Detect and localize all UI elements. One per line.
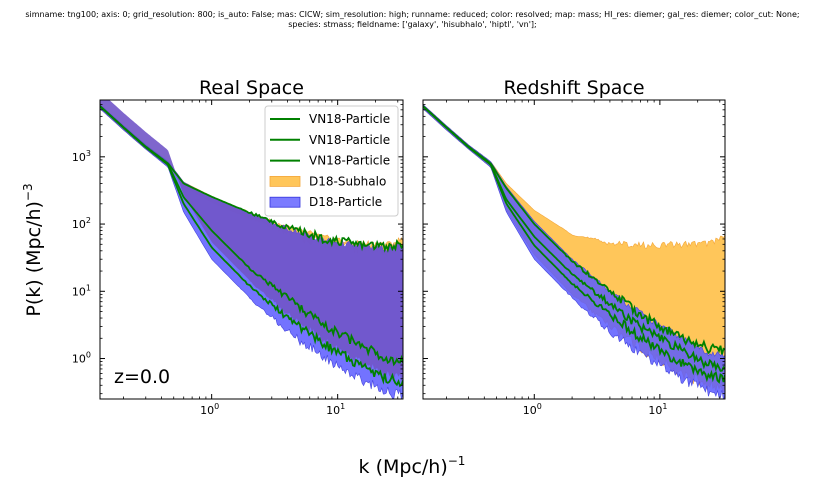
line-vn18-particle-3	[100, 105, 403, 388]
legend-entry-label: VN18-Particle	[309, 112, 390, 126]
axes-frame	[99, 99, 404, 400]
y-tick-exponent: 2	[86, 216, 91, 225]
x-tick-exponent: 1	[662, 402, 667, 411]
x-tick-exponent: 0	[214, 402, 219, 411]
plot-area	[100, 100, 403, 399]
x-tick-exponent: 0	[537, 402, 542, 411]
y-tick-label: 103	[72, 149, 91, 164]
redshift-annotation: z=0.0	[114, 366, 170, 388]
legend-entry-label: VN18-Particle	[309, 154, 390, 168]
plot-area	[423, 104, 725, 399]
y-axis-label-exponent: −3	[21, 183, 35, 201]
panel-title: Redshift Space	[503, 77, 644, 99]
y-tick-label: 102	[72, 216, 91, 231]
figure-header-line-2: species: stmass; fieldname: ['galaxy', '…	[288, 20, 537, 29]
legend-entry-label: D18-Particle	[309, 195, 382, 209]
legend-entry-label: VN18-Particle	[309, 133, 390, 147]
legend-entry-label: D18-Subhalo	[309, 174, 386, 188]
band-overlap	[100, 100, 403, 382]
legend-frame	[264, 105, 399, 217]
y-tick-label: 101	[72, 283, 91, 298]
legend: VN18-Particle VN18-Particle VN18-Particle D…	[264, 105, 399, 217]
legend-patch-swatch	[269, 196, 301, 208]
y-tick-label: 100	[72, 351, 91, 366]
x-tick-label: 101	[648, 402, 667, 417]
y-tick-exponent: 1	[86, 283, 91, 292]
y-tick-exponent: 0	[86, 351, 91, 360]
y-tick-exponent: 3	[86, 149, 91, 158]
line-vn18-particle-3	[423, 105, 725, 384]
x-axis-label-exponent: −1	[448, 454, 466, 468]
x-tick-exponent: 1	[340, 402, 345, 411]
panel-redshift-space: 100 101 Redshift Space	[422, 77, 726, 417]
legend-patch-swatch	[269, 175, 301, 187]
panel-title: Real Space	[199, 77, 304, 99]
x-tick-label: 100	[200, 402, 219, 417]
x-tick-label: 100	[523, 402, 542, 417]
axes-frame	[422, 99, 726, 400]
figure-header-line-1: simname: tng100; axis: 0; grid_resolutio…	[25, 10, 800, 19]
x-axis-label: k (Mpc/h)−1	[359, 454, 466, 478]
band-d18-particle	[423, 104, 725, 399]
x-tick-label: 101	[326, 402, 345, 417]
y-axis-label: P(k) (Mpc/h)−3	[21, 183, 45, 316]
